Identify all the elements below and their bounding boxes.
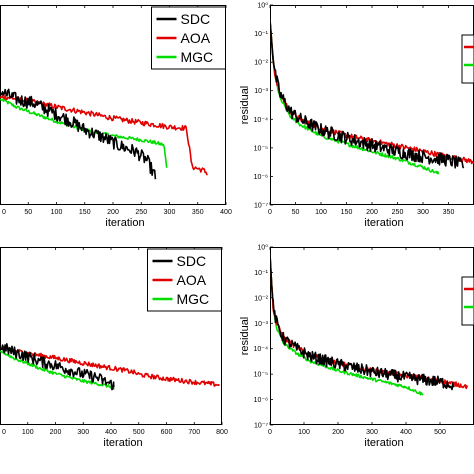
legend: SDC AOA MGC <box>147 248 222 312</box>
y-tick-label: 10⁻³ <box>254 321 268 328</box>
x-tick-label: 600 <box>161 429 173 436</box>
x-tick-label: 250 <box>135 209 147 216</box>
series-line-sdc <box>270 254 455 391</box>
legend: SDC AOA MGC <box>151 6 226 70</box>
x-tick-label: 100 <box>22 429 34 436</box>
series-line-mgc <box>0 98 168 168</box>
series-line-sdc <box>0 88 157 180</box>
y-tick-label: 10⁻² <box>254 295 268 302</box>
y-tick-label: 10⁻¹ <box>254 270 268 277</box>
y-tick-label: 10⁻⁴ <box>254 117 269 124</box>
axes-frame <box>270 247 474 425</box>
y-tick-label: 10⁻⁶ <box>254 397 268 404</box>
x-tick-label: 300 <box>417 209 429 216</box>
series-line-sdc <box>0 343 115 391</box>
x-tick-label: 250 <box>392 209 404 216</box>
x-tick-label: 50 <box>24 209 32 216</box>
panel-bottom-left: 0 100 200 300 400 500 600 700 800 iteration SDC AOA… <box>0 247 228 449</box>
x-tick-label: 350 <box>192 209 204 216</box>
legend-label-sdc: SDC <box>177 253 207 269</box>
x-tick-label: 800 <box>216 429 228 436</box>
series-line-mgc <box>0 350 115 390</box>
legend-label-sdc: SDC <box>181 11 211 27</box>
legend-label-aoa: AOA <box>181 30 211 46</box>
x-tick-label: 200 <box>107 209 119 216</box>
series-line-mgc <box>270 19 440 175</box>
x-tick-label: 300 <box>366 429 378 436</box>
y-tick-label: 10⁻⁷ <box>254 423 268 430</box>
x-tick-label: 300 <box>164 209 176 216</box>
panel-top-right: 0 50 100 150 200 250 300 350 10⁻⁷ 10⁻⁶ 10⁻⁵ 10⁻⁴ 10⁻… <box>239 2 474 229</box>
x-tick-label: 200 <box>366 209 378 216</box>
x-axis-label: iteration <box>364 437 403 449</box>
x-tick-label: 200 <box>332 429 344 436</box>
series-line-sdc <box>270 19 465 169</box>
panel-top-left: 0 50 100 150 200 250 300 350 400 iteration SDC AOA M… <box>0 5 232 229</box>
y-axis-label: residual <box>239 317 251 356</box>
y-axis-label: residual <box>239 86 251 125</box>
x-axis-label: iteration <box>105 217 144 229</box>
legend-box-cropped <box>461 276 474 326</box>
series-line-mgc <box>270 254 424 396</box>
series-line-aoa <box>0 94 208 176</box>
x-tick-label: 150 <box>79 209 91 216</box>
x-axis-label: iteration <box>103 437 142 449</box>
x-tick-label: 500 <box>434 429 446 436</box>
x-tick-label: 100 <box>315 209 327 216</box>
x-tick-label: 400 <box>220 209 232 216</box>
x-tick-label: 350 <box>443 209 455 216</box>
x-tick-label: 100 <box>51 209 63 216</box>
legend-box-cropped <box>461 34 474 84</box>
y-tick-label: 10⁰ <box>257 2 268 10</box>
y-tick-label: 10⁻⁵ <box>254 145 268 152</box>
x-tick-label: 0 <box>2 209 6 216</box>
y-tick-label: 10⁻⁶ <box>254 174 268 181</box>
panel-bottom-right: 0 100 200 300 400 500 10⁻⁷ 10⁻⁶ 10⁻⁵ 10⁻⁴ 10⁻³ 10⁻²… <box>239 244 474 449</box>
x-tick-label: 500 <box>133 429 145 436</box>
x-tick-label: 0 <box>268 429 272 436</box>
y-tick-label: 10⁻⁷ <box>254 203 268 210</box>
series-line-aoa <box>0 345 220 387</box>
y-tick-label: 10⁻⁵ <box>254 372 268 379</box>
x-tick-label: 0 <box>2 429 6 436</box>
x-tick-label: 200 <box>50 429 62 436</box>
series-line-aoa <box>270 254 468 390</box>
x-tick-label: 0 <box>268 209 272 216</box>
x-tick-label: 150 <box>341 209 353 216</box>
legend-label-mgc: MGC <box>177 291 210 307</box>
x-tick-label: 400 <box>400 429 412 436</box>
y-tick-label: 10⁻⁴ <box>254 346 269 353</box>
y-tick-label: 10⁰ <box>257 244 268 252</box>
x-tick-label: 100 <box>298 429 310 436</box>
y-tick-label: 10⁻³ <box>254 88 268 95</box>
x-tick-label: 300 <box>77 429 89 436</box>
axes-frame <box>270 5 474 205</box>
legend-label-aoa: AOA <box>177 272 207 288</box>
y-tick-label: 10⁻¹ <box>254 31 268 38</box>
legend-label-mgc: MGC <box>181 49 214 65</box>
y-tick-label: 10⁻² <box>254 60 268 67</box>
x-tick-label: 700 <box>188 429 200 436</box>
x-tick-label: 400 <box>105 429 117 436</box>
x-tick-label: 50 <box>292 209 300 216</box>
x-axis-label: iteration <box>364 217 403 229</box>
